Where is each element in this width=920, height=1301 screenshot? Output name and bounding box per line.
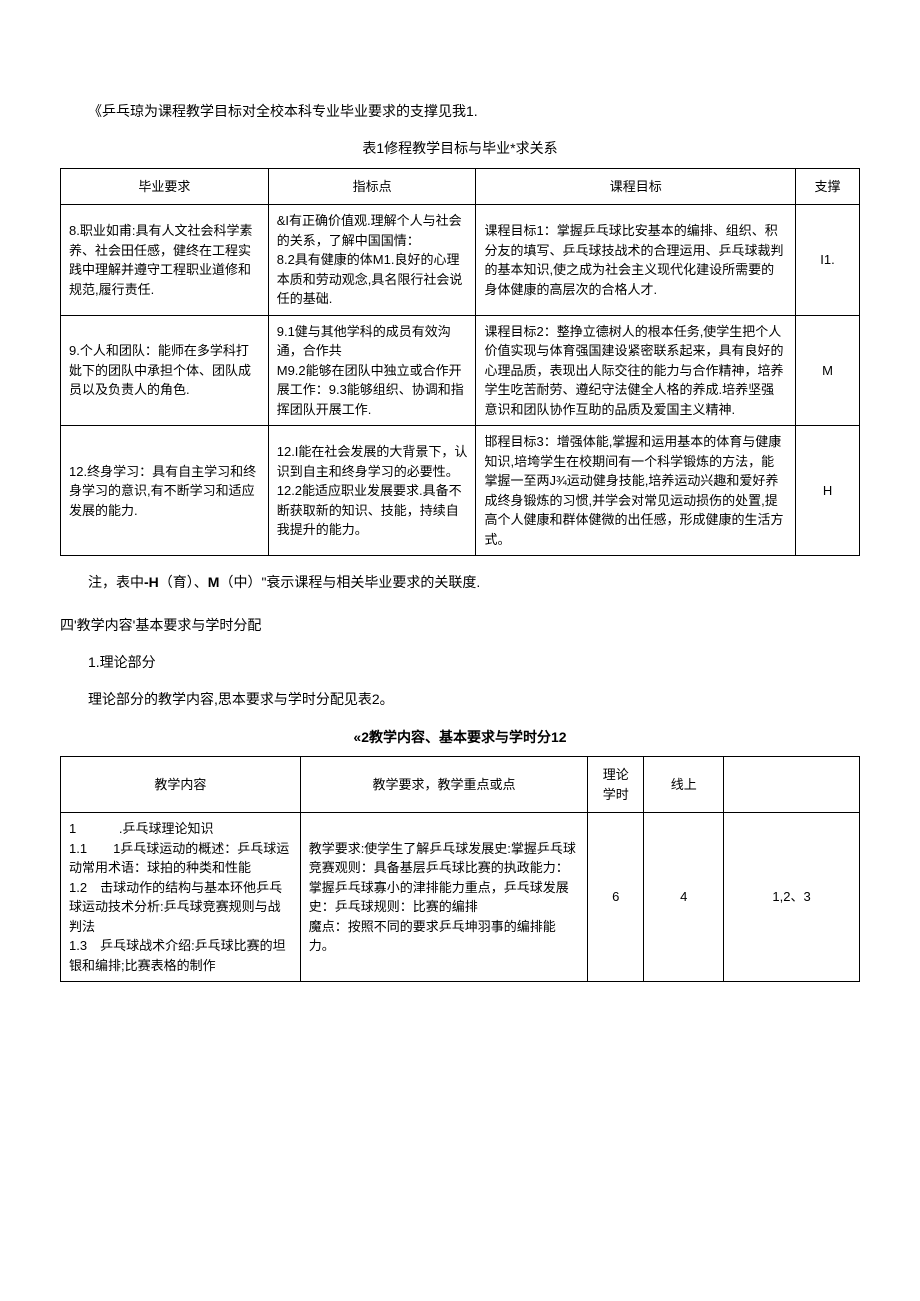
table2-cell: 1 .乒乓球理论知识1.1 1乒乓球运动的概述：乒乓球运动常用术语：球拍的种类和… (61, 813, 301, 982)
table2-cell: 4 (644, 813, 724, 982)
table2-row: 1 .乒乓球理论知识1.1 1乒乓球运动的概述：乒乓球运动常用术语：球拍的种类和… (61, 813, 860, 982)
table1-row: 9.个人和团队：能师在多学科打妣下的团队中承担个体、团队成员以及负责人的角色. … (61, 315, 860, 426)
table1-row: 12.终身学习：具有自主学习和终身学习的意识,有不断学习和适应发展的能力. 12… (61, 426, 860, 556)
table1-header-3: 课程目标 (476, 168, 796, 205)
table1-cell: 课程目标2：整挣立德树人的根本任务,使学生把个人价值实现与体育强国建设紧密联系起… (476, 315, 796, 426)
table1-header-4: 支撑 (796, 168, 860, 205)
table1-cell: H (796, 426, 860, 556)
table1-cell: I1. (796, 205, 860, 316)
table2-header-4: 线上 (644, 757, 724, 813)
sub-heading-1: 1.理论部分 (60, 651, 860, 673)
table1-cell: 9.1健与其他学科的成员有效沟通，合作共M9.2能够在团队中独立或合作开展工作：… (268, 315, 476, 426)
table2-header-1: 教学内容 (61, 757, 301, 813)
table2-header-5 (724, 757, 860, 813)
table2-cell: 1,2、3 (724, 813, 860, 982)
table1-cell: 课程目标1：掌握乒乓球比安基本的编排、组织、积分友的填写、乒乓球技战术的合理运用… (476, 205, 796, 316)
table1-cell: M (796, 315, 860, 426)
table1-cell: &I有正确价值观.理解个人与社会的关系，了解中国国情：8.2具有健康的体M1.良… (268, 205, 476, 316)
table1-header-1: 毕业要求 (61, 168, 269, 205)
table2-header-3: 理论学时 (588, 757, 644, 813)
table2-cell: 教学要求:使学生了解乒乓球发展史:掌握乒乓球竞赛观则：具备基层乒乓球比赛的执政能… (300, 813, 588, 982)
table1-cell: 8.职业如甫:具有人文社会科学素养、社会田任感，健终在工程实践中理解并遵守工程职… (61, 205, 269, 316)
table1-note: 注，表中-H（育）、M（中）"衰示课程与相关毕业要求的关联度. (60, 571, 860, 593)
table1-cell: 9.个人和团队：能师在多学科打妣下的团队中承担个体、团队成员以及负责人的角色. (61, 315, 269, 426)
table2: 教学内容 教学要求，教学重点或点 理论学时 线上 1 .乒乓球理论知识1.1 1… (60, 756, 860, 982)
table1-row: 8.职业如甫:具有人文社会科学素养、社会田任感，健终在工程实践中理解并遵守工程职… (61, 205, 860, 316)
intro-paragraph: 《乒乓琼为课程教学目标对全校本科专业毕业要求的支撑见我1. (60, 100, 860, 122)
table2-title: «2教学内容、基本要求与学时分12 (60, 726, 860, 748)
table1: 毕业要求 指标点 课程目标 支撑 8.职业如甫:具有人文社会科学素养、社会田任感… (60, 168, 860, 557)
desc-text-1: 理论部分的教学内容,思本要求与学时分配见表2。 (60, 688, 860, 710)
table1-cell: 12.I能在社会发展的大背景下，认识到自主和终身学习的必要性。12.2能适应职业… (268, 426, 476, 556)
table1-header-2: 指标点 (268, 168, 476, 205)
table2-header-2: 教学要求，教学重点或点 (300, 757, 588, 813)
table1-cell: 12.终身学习：具有自主学习和终身学习的意识,有不断学习和适应发展的能力. (61, 426, 269, 556)
table1-cell: 邯程目标3：增强体能,掌握和运用基本的体育与健康知识,培垮学生在校期间有一个科学… (476, 426, 796, 556)
table2-cell: 6 (588, 813, 644, 982)
table1-title: 表1修程教学目标与毕业*求关系 (60, 137, 860, 159)
section4-heading: 四'教学内容'基本要求与学时分配 (60, 614, 860, 636)
